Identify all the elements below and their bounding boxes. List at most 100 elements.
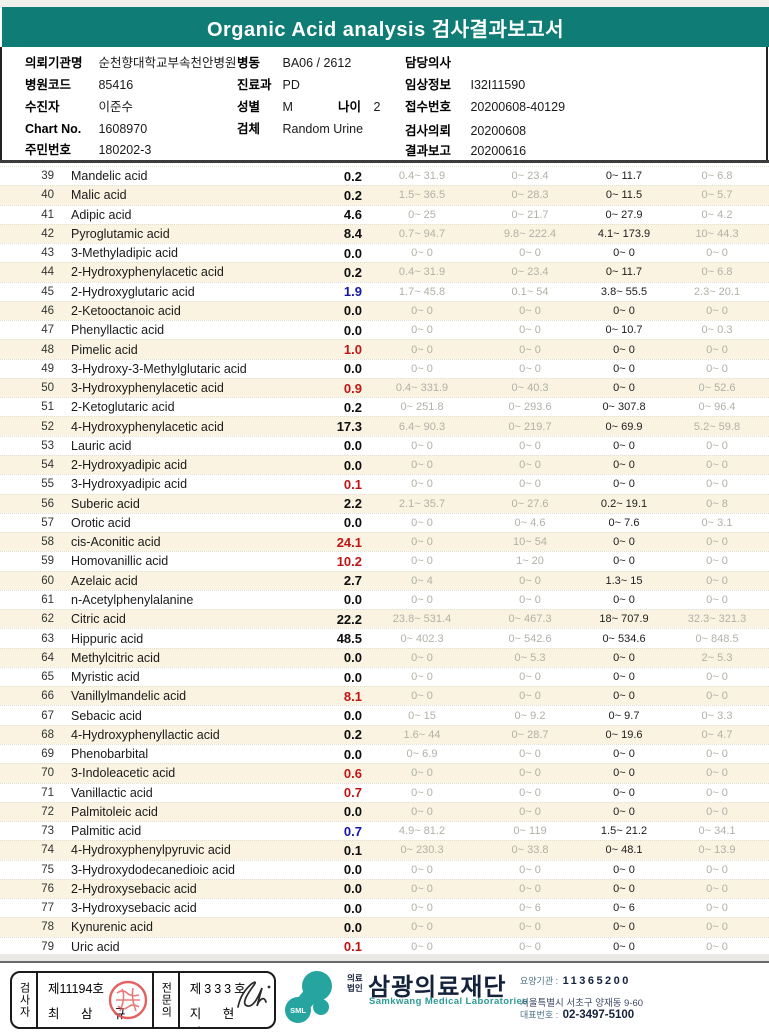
ref-range-3: 0~ 0 [613, 921, 635, 934]
ref-range-2: 0~ 9.2 [514, 709, 546, 722]
org-name-en: Samkwang Medical Laboratories [369, 996, 528, 1007]
ref-range-4: 0~ 0 [706, 863, 728, 876]
ref-range-2: 0~ 0 [519, 459, 541, 472]
ref-range-2: 1~ 20 [516, 555, 544, 568]
signature-box: 검사자 제11194호 최 삼 규 전문의 제333호 지 현 영 [10, 971, 276, 1029]
ref-range-4: 0~ 6.8 [701, 170, 733, 183]
acid-value: 0.1 [343, 476, 362, 492]
table-row: 69 Phenobarbital 0.0 0~ 6.9 0~ 0 0~ 0 0~… [0, 743, 769, 763]
acid-number: 77 [41, 902, 54, 915]
ref-range-3: 0~ 0 [613, 459, 635, 472]
ref-range-4: 0~ 0 [706, 574, 728, 587]
acid-name: Malic acid [71, 188, 127, 203]
ref-range-2: 0~ 0 [519, 324, 541, 337]
org-type-label: 의료 법인 [347, 973, 363, 993]
table-row: 47 Phenyllactic acid 0.0 0~ 0 0~ 0 0~ 10… [0, 320, 769, 339]
acid-value: 0.2 [343, 187, 362, 203]
ref-range-2: 0~ 0 [519, 748, 541, 761]
ref-range-2: 0~ 0 [519, 362, 541, 375]
ref-range-3: 0~ 534.6 [602, 632, 646, 645]
ref-range-1: 0~ 0 [411, 902, 433, 915]
ref-range-4: 0~ 3.3 [701, 709, 733, 722]
ref-range-4: 0~ 0 [706, 921, 728, 934]
ref-range-4: 0~ 0 [706, 343, 728, 356]
field-chart-no: Chart No. 1608970 [25, 122, 148, 136]
ref-range-4: 0~ 0 [706, 439, 728, 452]
specialist-signature-icon [237, 981, 271, 1008]
acid-number: 71 [41, 786, 54, 799]
ref-range-4: 32.3~ 321.3 [687, 613, 747, 626]
table-row: 46 2-Ketooctanoic acid 0.0 0~ 0 0~ 0 0~ … [0, 300, 769, 321]
patient-box-left-border [0, 47, 2, 160]
acid-number: 47 [41, 324, 54, 337]
table-row: 68 4-Hydroxyphenyllactic acid 0.2 1.6~ 4… [0, 724, 769, 744]
acid-name: Phenobarbital [71, 747, 149, 762]
ref-range-2: 0~ 23.4 [511, 170, 549, 183]
field-request-date: 검사의뢰 20200608 [405, 124, 527, 138]
acid-name: cis-Aconitic acid [71, 535, 161, 550]
table-row: 71 Vanillactic acid 0.7 0~ 0 0~ 0 0~ 0 0… [0, 782, 769, 802]
table-row: 75 3-Hydroxydodecanedioic acid 0.0 0~ 0 … [0, 859, 769, 879]
ref-range-1: 0~ 0 [411, 439, 433, 452]
ref-range-3: 0~ 19.6 [605, 728, 643, 741]
ref-range-3: 0~ 11.5 [605, 189, 643, 202]
acid-value: 0.0 [343, 303, 362, 319]
acid-value: 17.3 [336, 419, 362, 435]
acid-value: 4.6 [343, 207, 362, 223]
acid-number: 50 [41, 382, 54, 395]
ref-range-4: 0~ 13.9 [698, 844, 736, 857]
acid-number: 69 [41, 748, 54, 761]
ref-range-3: 0.2~ 19.1 [600, 497, 648, 510]
ref-range-3: 18~ 707.9 [599, 613, 649, 626]
acid-name: 3-Hydroxydodecanedioic acid [71, 862, 235, 877]
ref-range-3: 0~ 0 [613, 439, 635, 452]
acid-name: Myristic acid [71, 670, 140, 685]
acid-name: Azelaic acid [71, 573, 138, 588]
ref-range-2: 0~ 0 [519, 863, 541, 876]
acid-number: 70 [41, 767, 54, 780]
ref-range-1: 4.9~ 81.2 [398, 825, 446, 838]
ref-range-4: 0~ 0 [706, 902, 728, 915]
ref-range-2: 0~ 4.6 [514, 516, 546, 529]
acid-name: Vanillylmandelic acid [71, 689, 187, 704]
ref-range-3: 0~ 27.9 [605, 208, 643, 221]
acid-name: n-Acetylphenylalanine [71, 592, 194, 607]
ref-range-3: 0~ 10.7 [605, 324, 643, 337]
table-row: 73 Palmitic acid 0.7 4.9~ 81.2 0~ 119 1.… [0, 821, 769, 840]
acid-number: 64 [41, 651, 54, 664]
acid-number: 72 [41, 805, 54, 818]
acid-value: 0.0 [343, 245, 362, 261]
ref-range-4: 0~ 0 [706, 748, 728, 761]
acid-name: Palmitoleic acid [71, 804, 158, 819]
ref-range-1: 1.6~ 44 [403, 728, 441, 741]
table-row: 44 2-Hydroxyphenylacetic acid 0.2 0.4~ 3… [0, 262, 769, 282]
ref-range-2: 0~ 21.7 [511, 208, 549, 221]
ref-range-3: 0~ 0 [613, 882, 635, 895]
acid-number: 39 [41, 170, 54, 183]
ref-range-1: 0~ 0 [411, 362, 433, 375]
acid-number: 48 [41, 343, 54, 356]
acid-value: 0.0 [343, 361, 362, 377]
ref-range-1: 0~ 0 [411, 304, 433, 317]
acid-number: 59 [41, 555, 54, 568]
ref-range-2: 0~ 0 [519, 767, 541, 780]
table-row: 61 n-Acetylphenylalanine 0.0 0~ 0 0~ 0 0… [0, 589, 769, 609]
acid-name: Pyroglutamic acid [71, 226, 170, 241]
table-row: 43 3-Methyladipic acid 0.0 0~ 0 0~ 0 0~ … [0, 243, 769, 262]
ref-range-1: 0~ 0 [411, 863, 433, 876]
table-row: 79 Uric acid 0.1 0~ 0 0~ 0 0~ 0 0~ 0 [0, 936, 769, 956]
table-row: 55 3-Hydroxyadipic acid 0.1 0~ 0 0~ 0 0~… [0, 474, 769, 493]
ref-range-3: 4.1~ 173.9 [597, 227, 651, 240]
ref-range-4: 0~ 0 [706, 478, 728, 491]
table-row: 51 2-Ketoglutaric acid 0.2 0~ 251.8 0~ 2… [0, 397, 769, 416]
ref-range-3: 0~ 0 [613, 690, 635, 703]
ref-range-1: 0.4~ 331.9 [395, 382, 449, 395]
ref-range-4: 0~ 6.8 [701, 266, 733, 279]
ref-range-1: 0~ 15 [408, 709, 436, 722]
ref-range-4: 0~ 5.7 [701, 189, 733, 202]
ref-range-4: 5.2~ 59.8 [693, 420, 741, 433]
ref-range-1: 0~ 0 [411, 555, 433, 568]
ref-range-3: 0~ 11.7 [605, 266, 643, 279]
ref-range-4: 2.3~ 20.1 [693, 285, 741, 298]
